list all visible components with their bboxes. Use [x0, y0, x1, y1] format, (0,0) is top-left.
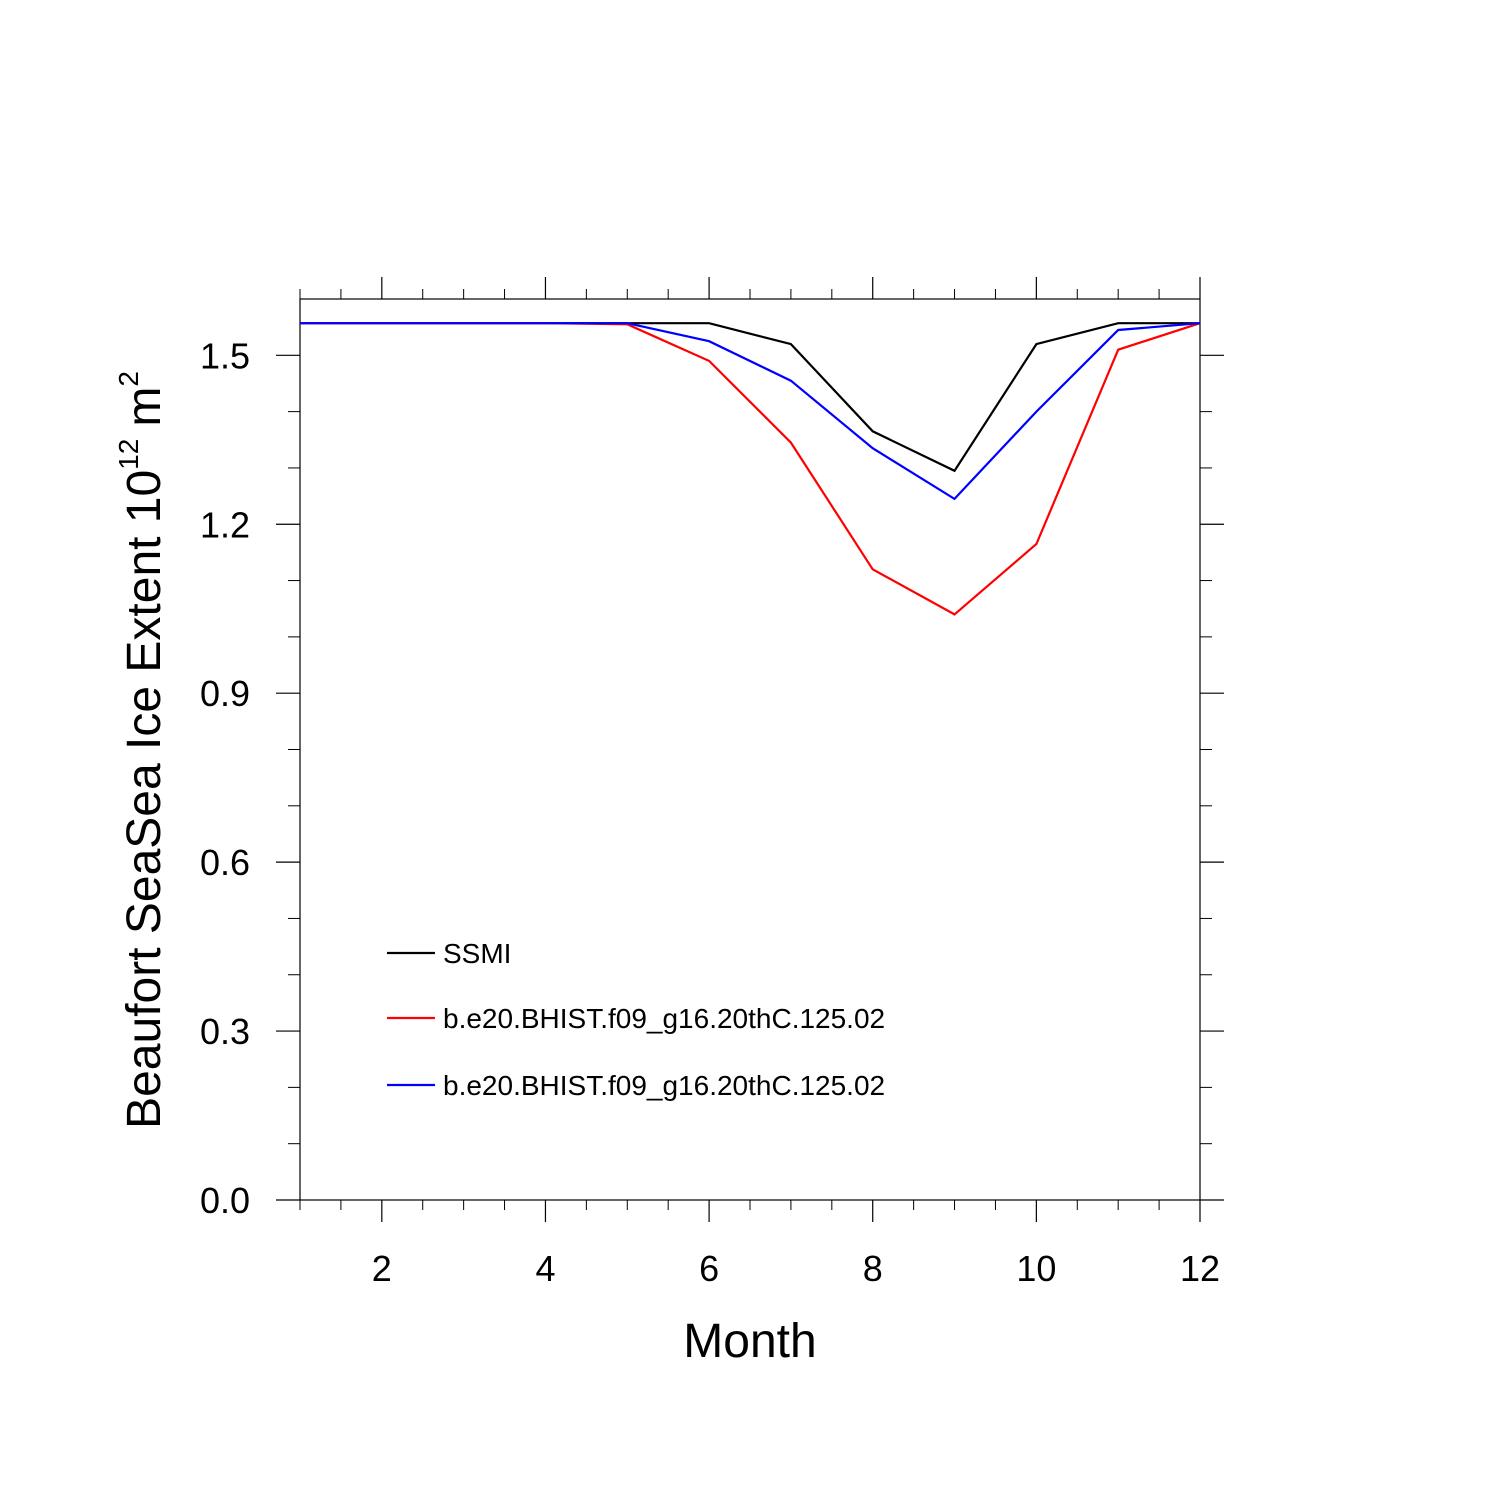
x-tick-label: 8 [863, 1248, 883, 1289]
series-line-2 [300, 322, 1201, 616]
y-axis-label-exponent: 12 [113, 439, 144, 470]
legend-label: SSMI [443, 938, 511, 969]
series-line-1 [300, 322, 1200, 473]
x-axis-label: Month [683, 1315, 816, 1368]
x-tick-label: 2 [372, 1248, 392, 1289]
x-tick-label: 10 [1016, 1248, 1056, 1289]
y-axis-label-unit-exponent: 2 [113, 371, 144, 387]
axis-ticks [276, 277, 1224, 1222]
legend: SSMI b.e20.BHIST.f09_g16.20thC.125.02 b.e2… [387, 938, 885, 1101]
series-lines [300, 322, 1201, 616]
y-axis-label-text: Beaufort SeaSea Ice Extent 10 [118, 470, 171, 1129]
axis-tick-labels: 2 4 6 8 10 12 0.0 0.3 0.6 0.9 1.2 1.5 [200, 335, 1220, 1289]
x-tick-label: 4 [535, 1248, 555, 1289]
y-axis-label: Beaufort SeaSea Ice Extent 1012 m2 [113, 371, 171, 1129]
y-tick-label: 0.9 [200, 673, 250, 714]
x-tick-label: 6 [699, 1248, 719, 1289]
plot-area-frame [299, 298, 1201, 1201]
y-tick-label: 0.6 [200, 842, 250, 883]
y-tick-label: 0.3 [200, 1011, 250, 1052]
legend-label: b.e20.BHIST.f09_g16.20thC.125.02 [443, 1070, 885, 1101]
x-tick-label: 12 [1180, 1248, 1220, 1289]
legend-label: b.e20.BHIST.f09_g16.20thC.125.02 [443, 1003, 885, 1034]
y-axis-label-unit: m [118, 387, 171, 427]
series-line-3 [300, 322, 1201, 501]
y-tick-label: 1.2 [200, 504, 250, 545]
y-tick-label: 1.5 [200, 335, 250, 376]
y-tick-label: 0.0 [200, 1180, 250, 1221]
